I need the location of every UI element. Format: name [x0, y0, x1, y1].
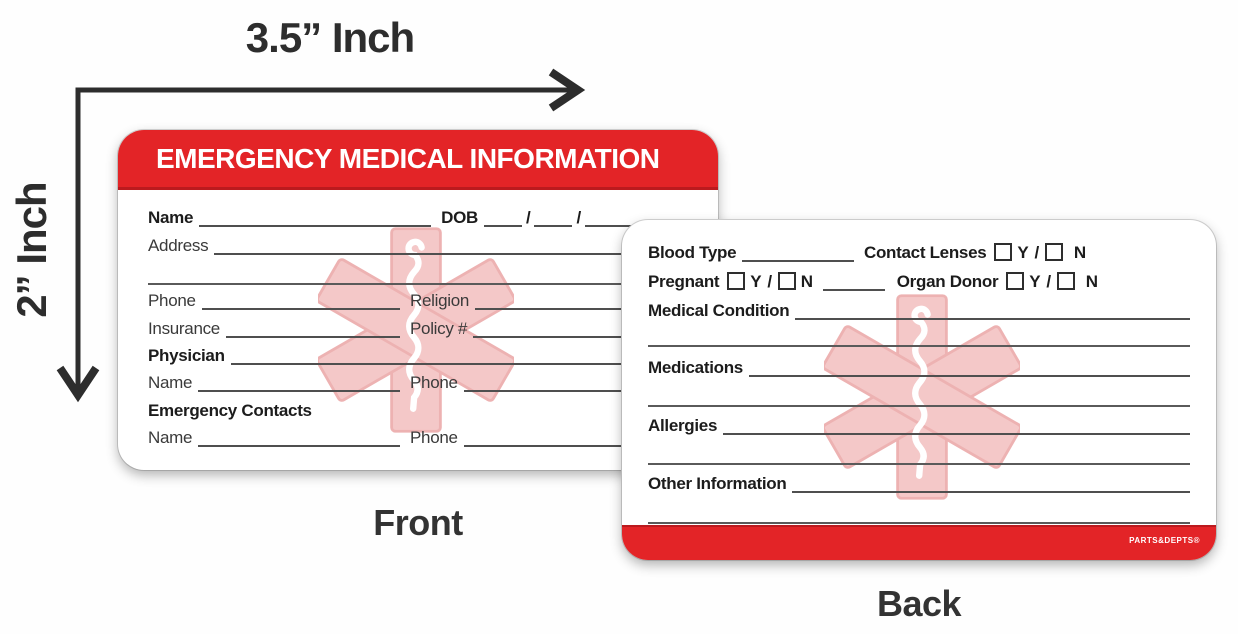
field-row-pregnant-donor: Pregnant Y / N Organ Donor Y / N — [648, 271, 1190, 291]
field-label: Medical Condition — [648, 301, 790, 320]
option-label: N — [1085, 272, 1098, 291]
fill-line — [534, 205, 573, 227]
separator: / — [526, 208, 531, 227]
field-label: Phone — [410, 373, 458, 392]
field-row-emergency-contacts: Emergency Contacts — [148, 400, 690, 420]
dimension-arrows-icon — [56, 68, 586, 403]
option-label: N — [800, 272, 813, 291]
fill-line — [225, 316, 400, 338]
checkbox-no — [1056, 272, 1075, 290]
fill-line — [473, 316, 690, 338]
field-row-physician-name-phone: Name Phone — [148, 372, 690, 392]
field-label: DOB — [441, 208, 478, 227]
field-label: Name — [148, 208, 194, 227]
field-label: Policy # — [410, 319, 468, 338]
field-label: Emergency Contacts — [148, 401, 312, 420]
field-row-phone-religion: Phone Religion — [148, 290, 690, 310]
fill-line — [822, 269, 885, 291]
checkbox-no — [777, 272, 796, 290]
field-label: Blood Type — [648, 243, 737, 262]
back-card: Blood Type Contact Lenses Y / N Pregnant… — [622, 220, 1216, 560]
fill-line — [792, 471, 1190, 493]
field-label: Name — [148, 373, 193, 392]
fill-line — [742, 240, 854, 262]
front-caption: Front — [373, 502, 463, 543]
separator: / — [1034, 243, 1039, 262]
field-label: Phone — [148, 291, 196, 310]
fill-line — [648, 520, 1190, 524]
fill-line — [214, 233, 690, 255]
field-label: Physician — [148, 346, 225, 365]
checkbox-yes — [727, 272, 746, 290]
field-label: Allergies — [648, 416, 718, 435]
field-row-address: Address — [148, 235, 690, 255]
field-row-physician: Physician — [148, 345, 690, 365]
checkbox-yes — [994, 243, 1013, 261]
field-row-other-information: Other Information — [648, 473, 1190, 493]
option-label: Y — [750, 272, 762, 291]
fill-line — [201, 288, 400, 310]
fill-line — [484, 205, 522, 227]
field-label: Address — [148, 236, 209, 255]
checkbox-yes — [1006, 272, 1025, 290]
field-row-allergies: Allergies — [648, 415, 1190, 435]
fill-line — [148, 281, 690, 285]
field-row-medical-condition: Medical Condition — [648, 300, 1190, 320]
fill-line — [463, 370, 690, 392]
separator: / — [576, 208, 581, 227]
width-dimension-label: 3.5” Inch — [245, 14, 415, 61]
field-label: Insurance — [148, 319, 220, 338]
field-row-bloodtype-lenses: Blood Type Contact Lenses Y / N — [648, 242, 1190, 262]
field-label: Phone — [410, 428, 458, 447]
field-row-contact-name-phone: Name Phone — [148, 427, 690, 447]
option-label: N — [1073, 243, 1086, 262]
separator: / — [767, 272, 772, 291]
field-label: Religion — [410, 291, 470, 310]
fill-line — [198, 425, 400, 447]
fill-line — [475, 288, 690, 310]
field-label: Other Information — [648, 474, 787, 493]
back-card-footer: PARTS&DEPTS® — [622, 525, 1216, 560]
front-card-title: EMERGENCY MEDICAL INFORMATION — [156, 143, 660, 174]
fill-line — [648, 343, 1190, 347]
field-label: Pregnant — [648, 272, 720, 291]
brand-logo: PARTS&DEPTS® — [1129, 536, 1200, 545]
fill-line — [199, 205, 432, 227]
field-row-medications: Medications — [648, 357, 1190, 377]
fill-line — [648, 461, 1190, 465]
front-card-header: EMERGENCY MEDICAL INFORMATION — [118, 130, 718, 190]
fill-line — [748, 355, 1190, 377]
field-label: Name — [148, 428, 193, 447]
field-label: Organ Donor — [896, 272, 999, 291]
field-label: Medications — [648, 358, 743, 377]
back-caption: Back — [876, 583, 962, 624]
fill-line — [648, 403, 1190, 407]
field-row-insurance-policy: Insurance Policy # — [148, 318, 690, 338]
fill-line — [795, 298, 1190, 320]
field-label: Contact Lenses — [864, 243, 987, 262]
separator: / — [1046, 272, 1051, 291]
fill-line — [723, 413, 1190, 435]
field-row-name-dob: Name DOB / / — [148, 207, 690, 227]
checkbox-no — [1044, 243, 1063, 261]
fill-line — [463, 425, 690, 447]
fill-line — [198, 370, 400, 392]
option-label: Y — [1029, 272, 1041, 291]
option-label: Y — [1017, 243, 1029, 262]
